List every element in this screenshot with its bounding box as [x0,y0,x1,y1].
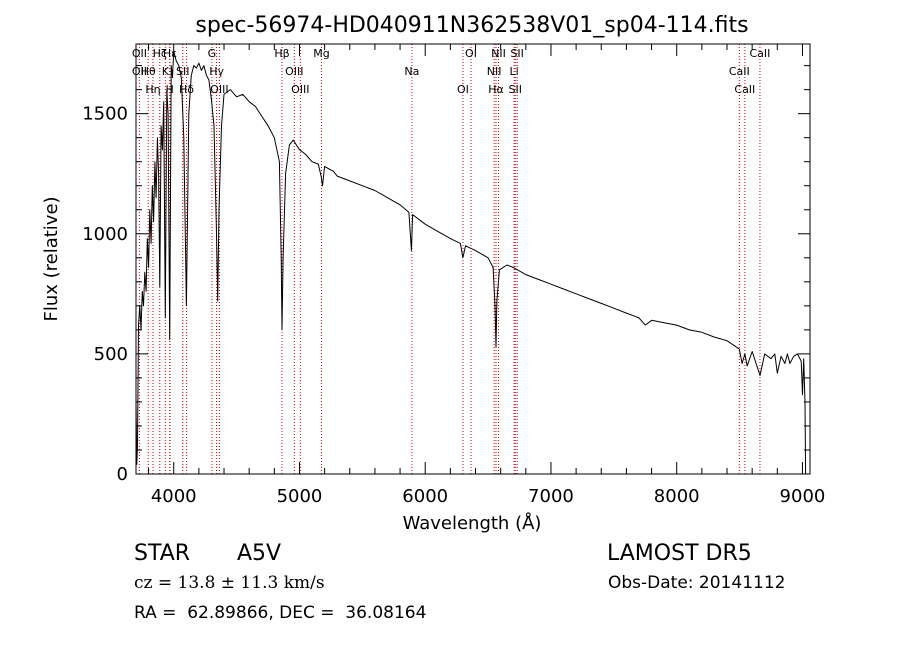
line-marker-label: OIII [291,83,309,96]
line-marker-label: Hγ [209,65,224,78]
x-tick-label: 6000 [402,486,448,507]
line-marker-label: SII [510,47,523,60]
observation-date: Obs-Date: 20141112 [608,573,786,593]
line-marker-label: Li [510,65,519,78]
line-marker-label: NII [491,47,506,60]
line-marker-label: OIII [210,83,228,96]
line-marker-label: OI [465,47,477,60]
line-marker-labels: OIIOIIHθHηHζKHHεSIIHδGHγOIIIHβOIIIOIIIMg… [132,47,771,96]
line-marker-label: CaII [734,83,755,96]
x-tick-label: 7000 [528,486,574,507]
line-marker-label: G [208,47,217,60]
line-marker-label: H [166,83,174,96]
y-tick-label: 0 [117,464,128,485]
line-marker-label: Hζ [153,47,167,60]
line-marker-label: NII [487,65,502,78]
line-marker-label: OI [457,83,469,96]
axis-ticks: 4000 5000 6000 7000 8000 9000 0 500 1000 1500 [82,44,825,507]
coordinates-readout: RA = 62.89866, DEC = 36.08164 [134,603,427,623]
line-marker-label: OIII [285,65,303,78]
line-marker-label: Hβ [274,47,289,60]
spectrum-line [135,50,807,475]
x-tick-label: 9000 [780,486,826,507]
y-tick-label: 1500 [82,104,128,125]
chart-title: spec-56974-HD040911N362538V01_sp04-114.f… [195,13,748,38]
line-marker-label: Hη [145,83,160,96]
velocity-readout: cz = 13.8 ± 11.3 km/s [134,573,325,593]
line-marker-label: SII [509,83,522,96]
line-marker-label: Hθ [141,65,156,78]
line-marker-label: OII [132,47,147,60]
line-marker-label: Na [404,65,419,78]
y-axis-label: Flux (relative) [41,196,62,321]
line-marker-label: K [162,65,170,78]
x-tick-label: 8000 [654,486,700,507]
plot-frame [135,43,811,475]
line-marker-label: Mg [313,47,329,60]
spectrum-series [135,50,807,475]
y-tick-label: 1000 [82,224,128,245]
line-marker-label: CaII [729,65,750,78]
x-axis-label: Wavelength (Å) [403,512,542,534]
line-marker-label: CaII [749,47,770,60]
object-class: STAR [134,541,191,566]
survey-name: LAMOST DR5 [607,541,752,566]
spectral-subclass: A5V [237,541,282,566]
line-marker-label: SII [176,65,189,78]
x-tick-label: 5000 [277,486,323,507]
x-tick-label: 4000 [151,486,197,507]
line-markers [138,44,761,474]
line-marker-label: Hα [488,83,504,96]
y-tick-label: 500 [94,344,128,365]
